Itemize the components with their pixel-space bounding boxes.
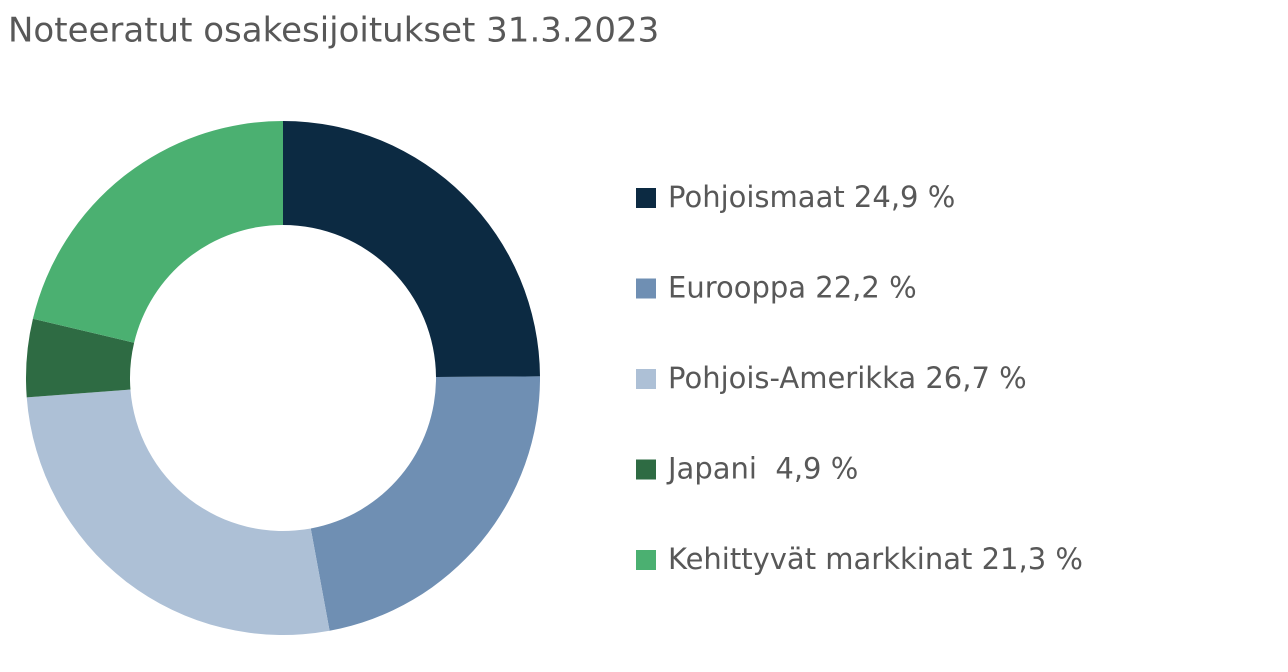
legend-label: Eurooppa 22,2 % [668,271,917,305]
legend-swatch [636,188,656,208]
donut-slice [26,389,330,635]
donut-slice [310,376,541,631]
donut-slice [32,121,283,343]
legend-swatch [636,550,656,570]
legend-label: Pohjoismaat 24,9 % [668,180,955,214]
legend-label: Kehittyvät markkinat 21,3 % [668,542,1083,576]
donut-slice [26,318,135,398]
donut-slice [283,121,540,378]
legend-swatch [636,278,656,299]
legend-swatch [636,459,656,480]
legend-swatch [636,369,656,389]
legend-label: Japani 4,9 % [666,452,858,486]
legend-label: Pohjois-Amerikka 26,7 % [668,361,1027,395]
chart-title: Noteeratut osakesijoitukset 31.3.2023 [8,11,659,51]
